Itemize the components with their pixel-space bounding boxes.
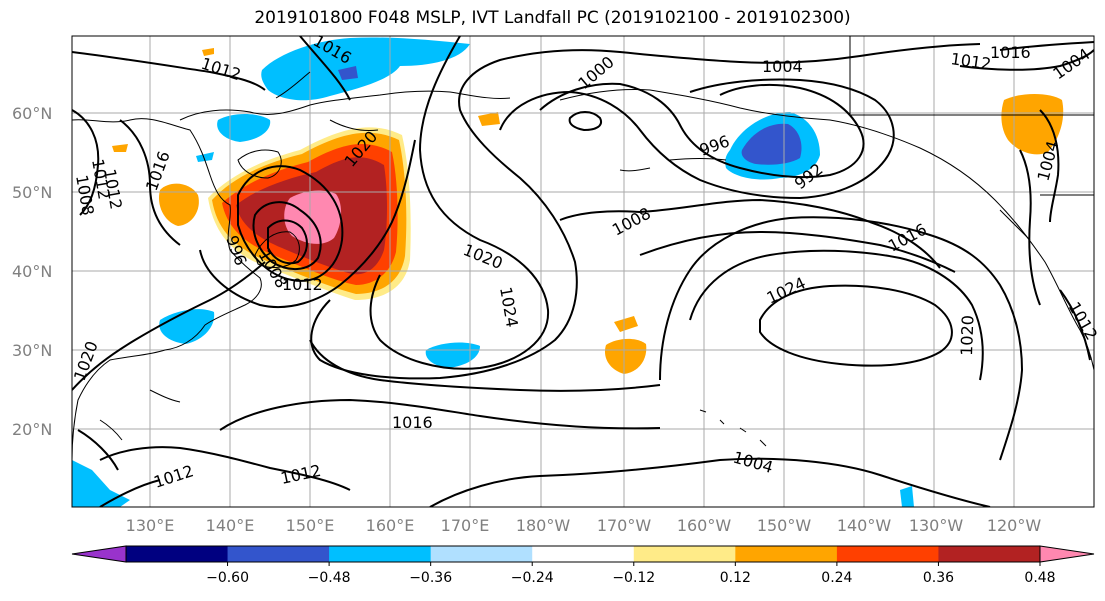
latitude-labels: 60°N 50°N 40°N 30°N 20°N	[12, 104, 52, 439]
ivt-area	[478, 112, 500, 126]
lat-label: 30°N	[12, 341, 52, 360]
ivt-area	[741, 123, 802, 165]
isobar-line	[568, 111, 602, 132]
longitude-labels: 130°E 140°E 150°E 160°E 170°E 180°W 170°…	[126, 516, 1042, 535]
isobar-line	[759, 284, 953, 367]
isobar-line	[72, 261, 266, 391]
colorbar-tick-label: −0.48	[308, 570, 351, 586]
colorbar-tick-label: −0.24	[511, 570, 554, 586]
isobar-line	[369, 36, 550, 370]
colorbar-tick-label: 0.24	[821, 570, 852, 586]
lon-label: 150°E	[286, 516, 335, 535]
isobar-line	[252, 201, 322, 270]
lon-label: 170°W	[597, 516, 652, 535]
ivt-area	[202, 48, 214, 56]
coastlines	[72, 36, 1094, 461]
isobar-line	[237, 165, 344, 282]
ivt-area	[72, 460, 130, 507]
lon-label: 120°W	[987, 516, 1042, 535]
colorbar-swatch	[633, 546, 736, 562]
lon-label: 140°E	[206, 516, 255, 535]
colorbar-swatch	[1039, 545, 1095, 563]
isobar-line	[119, 119, 181, 246]
ivt-area	[614, 316, 638, 332]
contour-label: 1016	[990, 43, 1031, 62]
isobar-line	[959, 49, 1094, 71]
isobar-line	[689, 249, 984, 381]
colorbar-swatch	[329, 546, 432, 562]
contour-label: 1012	[282, 275, 323, 294]
colorbar-tick-label: −0.36	[409, 570, 452, 586]
colorbar-swatch	[227, 546, 330, 562]
isobar-line	[72, 109, 100, 216]
lon-label: 160°W	[677, 516, 732, 535]
colorbar-swatch	[836, 546, 939, 562]
isobar-line	[1059, 289, 1091, 361]
colorbar-tick-label: 0.36	[923, 570, 954, 586]
map-title: 2019101800 F048 MSLP, IVT Landfall PC (2…	[254, 8, 851, 28]
colorbar-swatch	[938, 546, 1041, 562]
ivt-area	[158, 183, 199, 226]
isobar-line	[539, 82, 865, 179]
lon-label: 150°W	[757, 516, 812, 535]
ivt-area	[196, 152, 214, 162]
colorbar-tick-label: −0.60	[206, 570, 249, 586]
lon-label: 170°E	[441, 516, 490, 535]
contour-label: 1004	[762, 57, 803, 76]
ivt-area	[1001, 94, 1064, 155]
isobar-line	[199, 139, 416, 309]
lat-label: 60°N	[12, 104, 52, 123]
colorbar-swatch	[126, 546, 229, 562]
colorbar: −0.60 −0.48 −0.36 −0.24 −0.12 0.12 0.24 0.36 0.4…	[71, 545, 1095, 586]
ivt-area	[284, 190, 342, 244]
lat-label: 20°N	[12, 420, 52, 439]
contour-label: 1020	[957, 315, 977, 356]
colorbar-tick-label: 0.12	[720, 570, 751, 586]
colorbar-tick-label: −0.12	[612, 570, 655, 586]
ivt-area	[112, 144, 128, 152]
lon-label: 130°W	[909, 516, 964, 535]
isobar-line	[309, 339, 661, 392]
ivt-area	[900, 486, 914, 507]
lon-label: 140°W	[837, 516, 892, 535]
colorbar-swatch	[430, 546, 533, 562]
isobar-line	[659, 216, 1024, 461]
isobar-line	[219, 398, 661, 431]
contour-label: 1016	[392, 413, 433, 432]
isobar-line	[639, 230, 956, 273]
isobar-line	[559, 198, 941, 269]
isobar-line	[267, 219, 308, 265]
map-frame	[71, 35, 1095, 508]
isobar-line	[499, 78, 895, 200]
isobar-line	[72, 51, 266, 91]
colorbar-swatch	[735, 546, 838, 562]
isobar-line	[99, 479, 161, 507]
isobar-line	[299, 36, 351, 101]
lat-label: 50°N	[12, 183, 52, 202]
isobar-line	[999, 41, 1094, 51]
colorbar-frame	[125, 545, 1041, 563]
isobar-line	[99, 446, 351, 491]
isobar-line	[1039, 109, 1060, 223]
isobar-line	[77, 429, 119, 471]
lon-label: 160°E	[366, 516, 415, 535]
colorbar-swatch	[71, 545, 127, 563]
colorbar-swatch	[532, 546, 635, 562]
graticule	[72, 36, 1094, 507]
ivt-area	[604, 338, 647, 374]
isobar-line	[429, 457, 991, 507]
isobar-line	[1019, 149, 1041, 306]
lat-label: 40°N	[12, 262, 52, 281]
isobars	[72, 36, 1094, 507]
isobar-line	[310, 43, 981, 380]
lon-label: 130°E	[126, 516, 175, 535]
ivt-area	[338, 66, 358, 80]
ivt-area	[425, 342, 480, 368]
lon-label: 180°W	[516, 516, 571, 535]
colorbar-tick-label: 0.48	[1024, 570, 1055, 586]
